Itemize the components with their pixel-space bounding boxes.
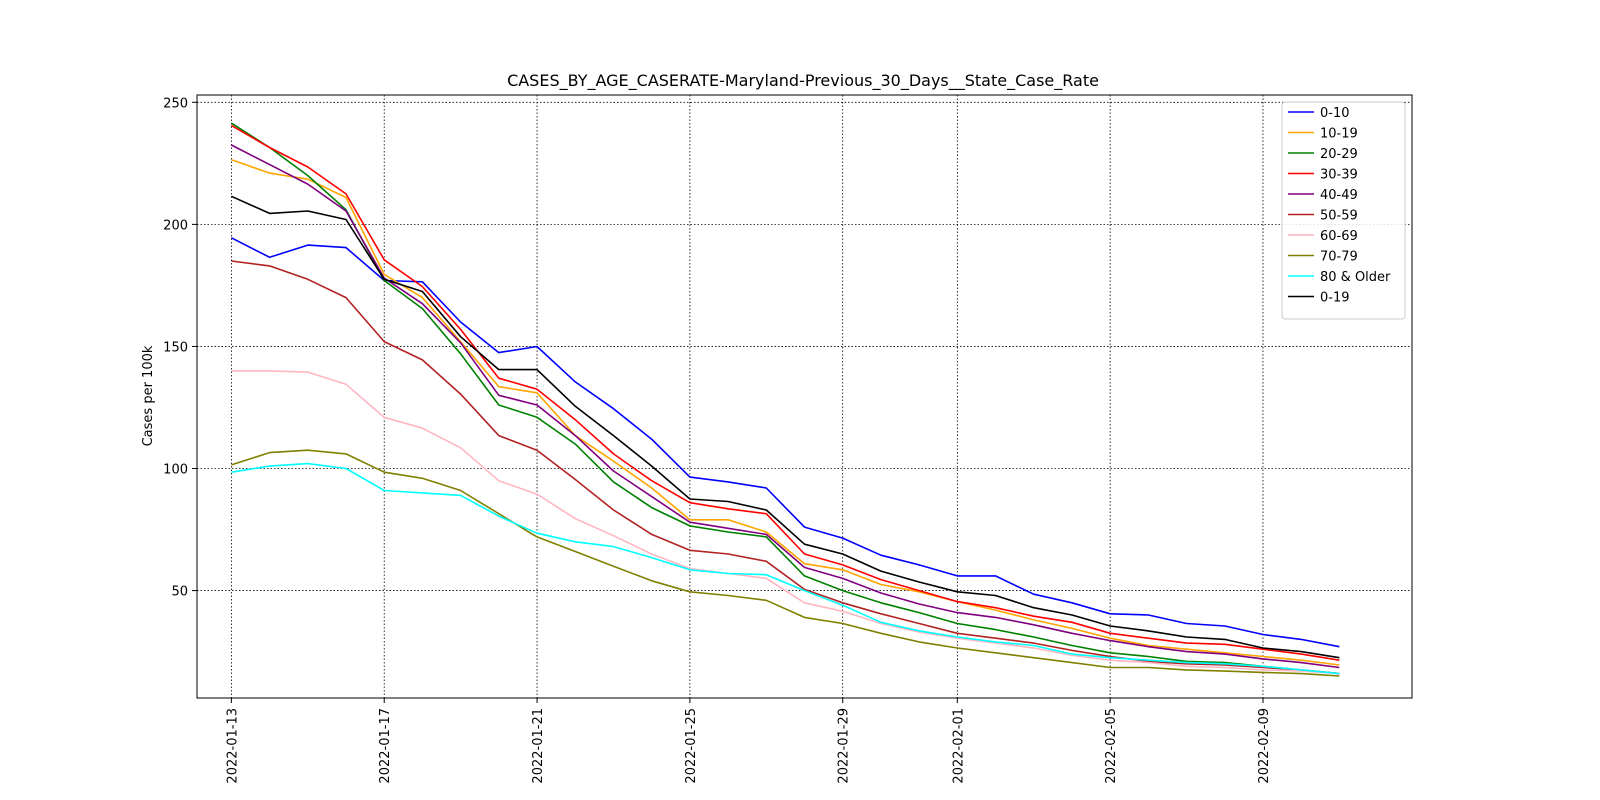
y-tick-label: 100	[163, 463, 188, 478]
series-line-40-49	[231, 144, 1340, 669]
x-tick-label: 2022-02-05	[1104, 708, 1119, 784]
x-tick-label: 2022-02-01	[951, 708, 966, 784]
series-line-0-19	[231, 195, 1340, 659]
legend-label-0-19: 0-19	[1320, 291, 1350, 306]
series-line-50-59	[231, 260, 1340, 675]
y-tick-label: 250	[163, 96, 188, 111]
x-tick-label: 2022-01-21	[531, 708, 546, 784]
x-tick-label: 2022-02-09	[1257, 708, 1272, 784]
legend-label-20-29: 20-29	[1320, 147, 1358, 162]
x-tick-label: 2022-01-25	[684, 708, 699, 784]
legend-label-0-10: 0-10	[1320, 106, 1350, 121]
legend-label-70-79: 70-79	[1320, 250, 1358, 265]
legend-label-80-older: 80 & Older	[1320, 270, 1391, 285]
series-line-80-older	[231, 462, 1340, 675]
legend-label-40-49: 40-49	[1320, 188, 1358, 203]
x-tick-label: 2022-01-17	[378, 708, 393, 784]
y-tick-label: 150	[163, 340, 188, 355]
series-line-60-69	[231, 370, 1340, 675]
legend-box	[1281, 101, 1406, 320]
series-line-20-29	[230, 122, 1340, 675]
grid-lines	[197, 95, 1412, 698]
series-group	[230, 122, 1340, 677]
plot-frame	[196, 94, 1413, 699]
chart-title: CASES_BY_AGE_CASERATE-Maryland-Previous_…	[507, 71, 1099, 91]
series-line-30-39	[231, 124, 1340, 661]
legend-label-30-39: 30-39	[1320, 168, 1358, 183]
legend-label-10-19: 10-19	[1320, 127, 1358, 142]
x-axis: 2022-01-13 2022-01-17 2022-01-21 2022-01-25…	[225, 698, 1272, 784]
x-tick-label: 2022-01-29	[837, 708, 852, 784]
series-line-0-10	[231, 237, 1340, 648]
series-line-70-79	[231, 449, 1340, 677]
y-tick-label: 50	[171, 585, 188, 600]
legend: 0-10 10-19 20-29 30-39 40-49 50-59 60-69 70-79 8…	[1281, 101, 1406, 320]
y-axis: 50 100 150 200 250	[163, 96, 197, 600]
series-line-10-19	[231, 158, 1340, 666]
y-tick-label: 200	[163, 218, 188, 233]
legend-label-60-69: 60-69	[1320, 229, 1358, 244]
legend-label-50-59: 50-59	[1320, 209, 1358, 224]
x-tick-label: 2022-01-13	[225, 708, 240, 784]
y-axis-label: Cases per 100k	[141, 345, 156, 446]
